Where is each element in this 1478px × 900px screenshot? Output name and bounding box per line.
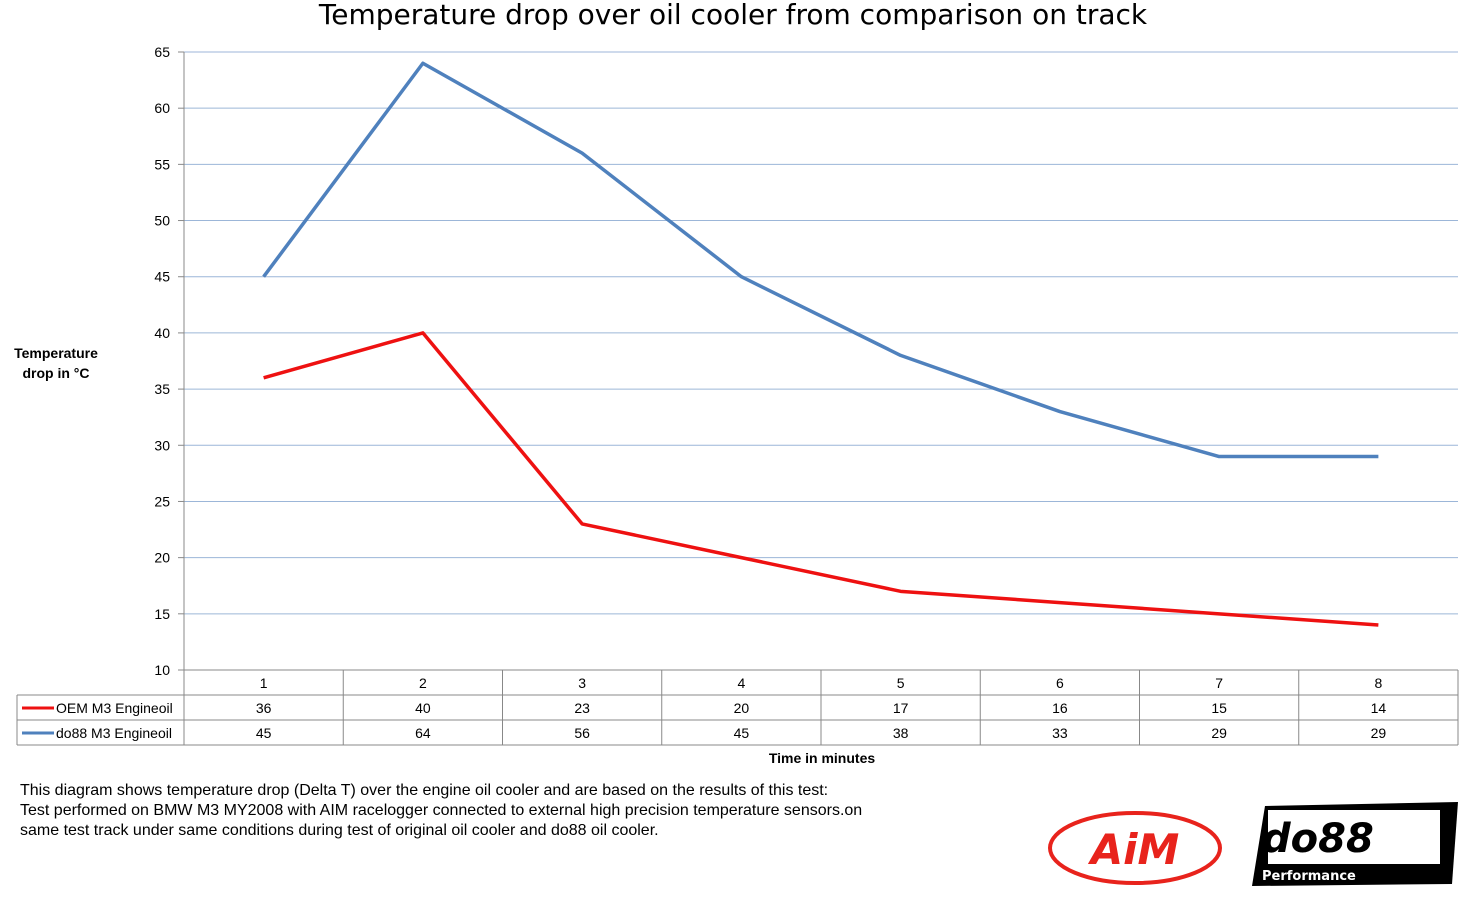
x-tick-label: 6 bbox=[1056, 675, 1064, 691]
note-line: Test performed on BMW M3 MY2008 with AIM… bbox=[20, 802, 863, 819]
table-cell-value: 45 bbox=[734, 725, 750, 741]
table-cell-value: 45 bbox=[256, 725, 272, 741]
x-tick-label: 3 bbox=[578, 675, 586, 691]
x-tick-label: 4 bbox=[737, 675, 745, 691]
legend-label: OEM M3 Engineoil bbox=[56, 700, 173, 716]
y-tick-label: 10 bbox=[154, 662, 170, 678]
table-cell-value: 17 bbox=[893, 700, 909, 716]
x-tick-label: 7 bbox=[1215, 675, 1223, 691]
y-tick-label: 45 bbox=[154, 269, 170, 285]
table-cell-value: 38 bbox=[893, 725, 909, 741]
legend-label: do88 M3 Engineoil bbox=[56, 725, 172, 741]
table-cell-value: 56 bbox=[574, 725, 590, 741]
x-tick-label: 5 bbox=[897, 675, 905, 691]
chart-title: Temperature drop over oil cooler from co… bbox=[318, 0, 1148, 31]
y-tick-label: 55 bbox=[154, 156, 170, 172]
y-tick-label: 20 bbox=[154, 550, 170, 566]
table-cell-value: 15 bbox=[1211, 700, 1227, 716]
y-tick-label: 15 bbox=[154, 606, 170, 622]
table-cell-value: 29 bbox=[1211, 725, 1227, 741]
y-tick-label: 35 bbox=[154, 381, 170, 397]
description-note: This diagram shows temperature drop (Del… bbox=[20, 781, 1020, 841]
y-tick-label: 30 bbox=[154, 437, 170, 453]
table-cell-value: 64 bbox=[415, 725, 431, 741]
y-tick-label: 65 bbox=[154, 44, 170, 60]
series-line-oem bbox=[263, 331, 1379, 627]
table-cell-value: 40 bbox=[415, 700, 431, 716]
table-cell-value: 14 bbox=[1371, 700, 1387, 716]
x-axis-label: Time in minutes bbox=[768, 750, 876, 766]
y-tick-label: 50 bbox=[154, 213, 170, 229]
table-cell-value: 20 bbox=[734, 700, 750, 716]
table-cell-value: 33 bbox=[1052, 725, 1068, 741]
y-axis-label: Temperature drop in °C bbox=[14, 345, 98, 381]
table-cell-value: 36 bbox=[256, 700, 272, 716]
x-tick-label: 1 bbox=[260, 675, 268, 691]
series-line-do88 bbox=[262, 61, 1379, 459]
x-tick-label: 2 bbox=[419, 675, 427, 691]
note-line: This diagram shows temperature drop (Del… bbox=[20, 782, 829, 799]
table-cell-value: 23 bbox=[574, 700, 590, 716]
y-tick-label: 40 bbox=[154, 325, 170, 341]
y-tick-label: 60 bbox=[154, 100, 170, 116]
note-line: same test track under same conditions du… bbox=[20, 822, 659, 839]
table-cell-value: 29 bbox=[1371, 725, 1387, 741]
x-tick-label: 8 bbox=[1374, 675, 1382, 691]
table-cell-value: 16 bbox=[1052, 700, 1068, 716]
y-tick-label: 25 bbox=[154, 493, 170, 509]
